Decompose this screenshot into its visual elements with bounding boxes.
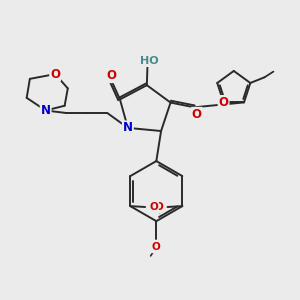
Text: N: N (41, 104, 51, 117)
Text: O: O (152, 242, 161, 252)
Text: O: O (219, 96, 229, 109)
Text: O: O (154, 202, 163, 212)
Text: O: O (50, 68, 60, 81)
Text: O: O (106, 69, 116, 82)
Text: O: O (192, 108, 202, 121)
Text: O: O (149, 202, 158, 212)
Text: HO: HO (140, 56, 158, 66)
Text: N: N (123, 122, 133, 134)
